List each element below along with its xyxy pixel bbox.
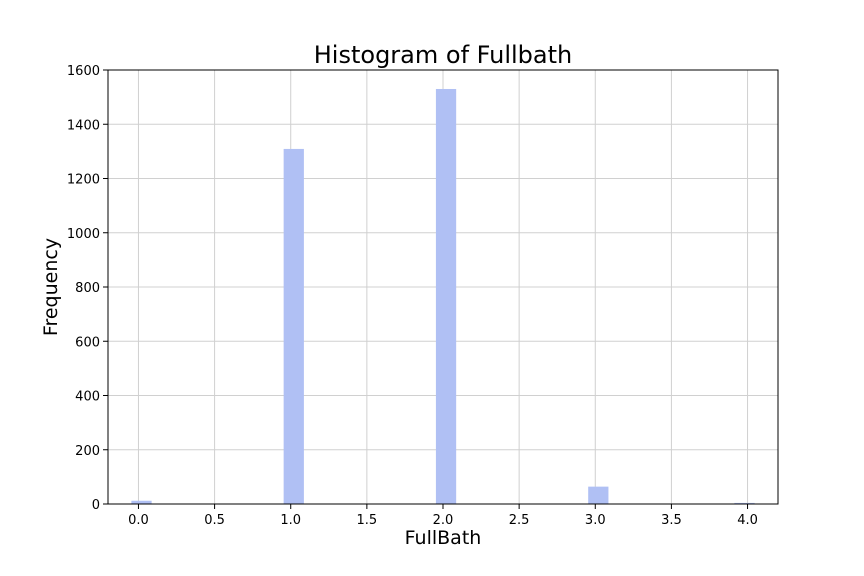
y-tick-label: 800 <box>75 281 100 296</box>
x-axis-label: FullBath <box>405 527 482 549</box>
x-tick-label: 2.0 <box>433 513 454 528</box>
histogram-bar <box>131 500 152 504</box>
y-tick-label: 400 <box>75 390 100 405</box>
histogram-bar <box>283 148 304 504</box>
histogram-bar <box>734 502 755 504</box>
x-tick-label: 2.5 <box>509 513 530 528</box>
y-axis-label: Frequency <box>40 238 62 336</box>
x-tick-label: 3.5 <box>661 513 682 528</box>
x-tick-label: 4.0 <box>737 513 758 528</box>
y-tick-label: 0 <box>92 498 100 513</box>
x-tick-label: 1.5 <box>357 513 378 528</box>
y-tick-label: 600 <box>75 335 100 350</box>
x-tick-label: 0.5 <box>204 513 225 528</box>
x-tick-label: 1.0 <box>280 513 301 528</box>
y-tick-label: 200 <box>75 444 100 459</box>
y-tick-label: 1200 <box>67 173 100 188</box>
y-tick-label: 1000 <box>67 227 100 242</box>
x-tick-label: 0.0 <box>128 513 149 528</box>
y-tick-label: 1400 <box>67 118 100 133</box>
chart-title: Histogram of Fullbath <box>314 41 573 69</box>
bar-layer <box>131 88 755 505</box>
y-tick-label: 1600 <box>67 64 100 79</box>
histogram-bar <box>435 88 457 505</box>
histogram-bar <box>588 486 609 504</box>
tick-layer: 0.0 0.5 1.0 1.5 2.0 2.5 3.0 3.5 4.0 0 200 400 600 800… <box>67 64 758 528</box>
x-tick-label: 3.0 <box>585 513 606 528</box>
